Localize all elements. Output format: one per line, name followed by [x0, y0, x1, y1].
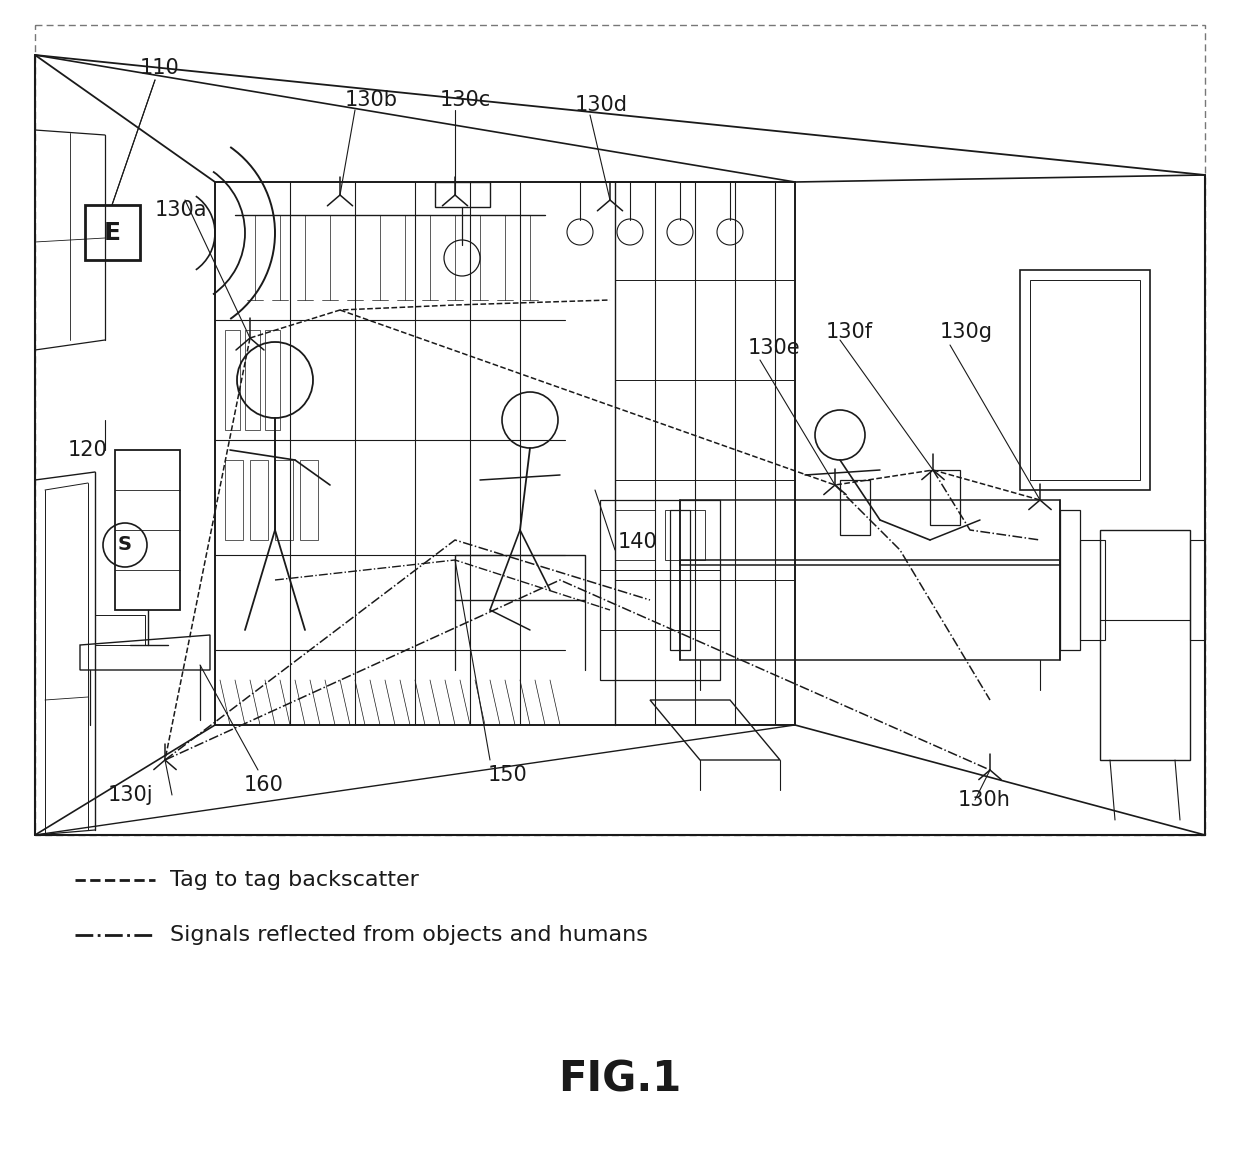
- Bar: [670, 510, 689, 650]
- Bar: [1190, 540, 1205, 640]
- Text: 130b: 130b: [345, 90, 398, 110]
- Bar: [615, 510, 655, 560]
- Text: 130g: 130g: [940, 322, 993, 342]
- Text: 110: 110: [140, 58, 180, 77]
- Text: 130c: 130c: [440, 90, 491, 110]
- Bar: [1100, 529, 1190, 760]
- Bar: [275, 460, 293, 540]
- Bar: [930, 470, 960, 525]
- Bar: [1030, 281, 1140, 480]
- Bar: [250, 460, 268, 540]
- Bar: [435, 182, 490, 207]
- Bar: [35, 25, 1205, 835]
- Text: 130d: 130d: [575, 95, 627, 115]
- Text: S: S: [118, 535, 131, 554]
- Bar: [600, 500, 720, 680]
- Text: 140: 140: [618, 532, 657, 552]
- Text: 150: 150: [489, 765, 528, 785]
- Text: 130a: 130a: [155, 200, 207, 220]
- Text: 130e: 130e: [748, 338, 801, 358]
- Bar: [265, 330, 280, 430]
- Bar: [86, 205, 140, 259]
- Bar: [665, 510, 706, 560]
- Bar: [839, 480, 870, 535]
- Bar: [95, 615, 145, 645]
- Bar: [246, 330, 260, 430]
- Bar: [1021, 270, 1149, 490]
- Bar: [1060, 510, 1080, 650]
- Bar: [115, 450, 180, 610]
- Bar: [224, 460, 243, 540]
- Text: Tag to tag backscatter: Tag to tag backscatter: [170, 870, 419, 890]
- Text: 160: 160: [244, 775, 284, 795]
- Bar: [1080, 540, 1105, 640]
- Bar: [300, 460, 317, 540]
- Text: FIG.1: FIG.1: [558, 1059, 682, 1101]
- Bar: [455, 555, 585, 600]
- Text: 130f: 130f: [826, 322, 873, 342]
- Text: Signals reflected from objects and humans: Signals reflected from objects and human…: [170, 925, 647, 945]
- Text: 130h: 130h: [959, 790, 1011, 810]
- Text: E: E: [103, 221, 120, 245]
- Text: 130j: 130j: [108, 785, 154, 805]
- Bar: [224, 330, 241, 430]
- Text: 120: 120: [68, 440, 108, 460]
